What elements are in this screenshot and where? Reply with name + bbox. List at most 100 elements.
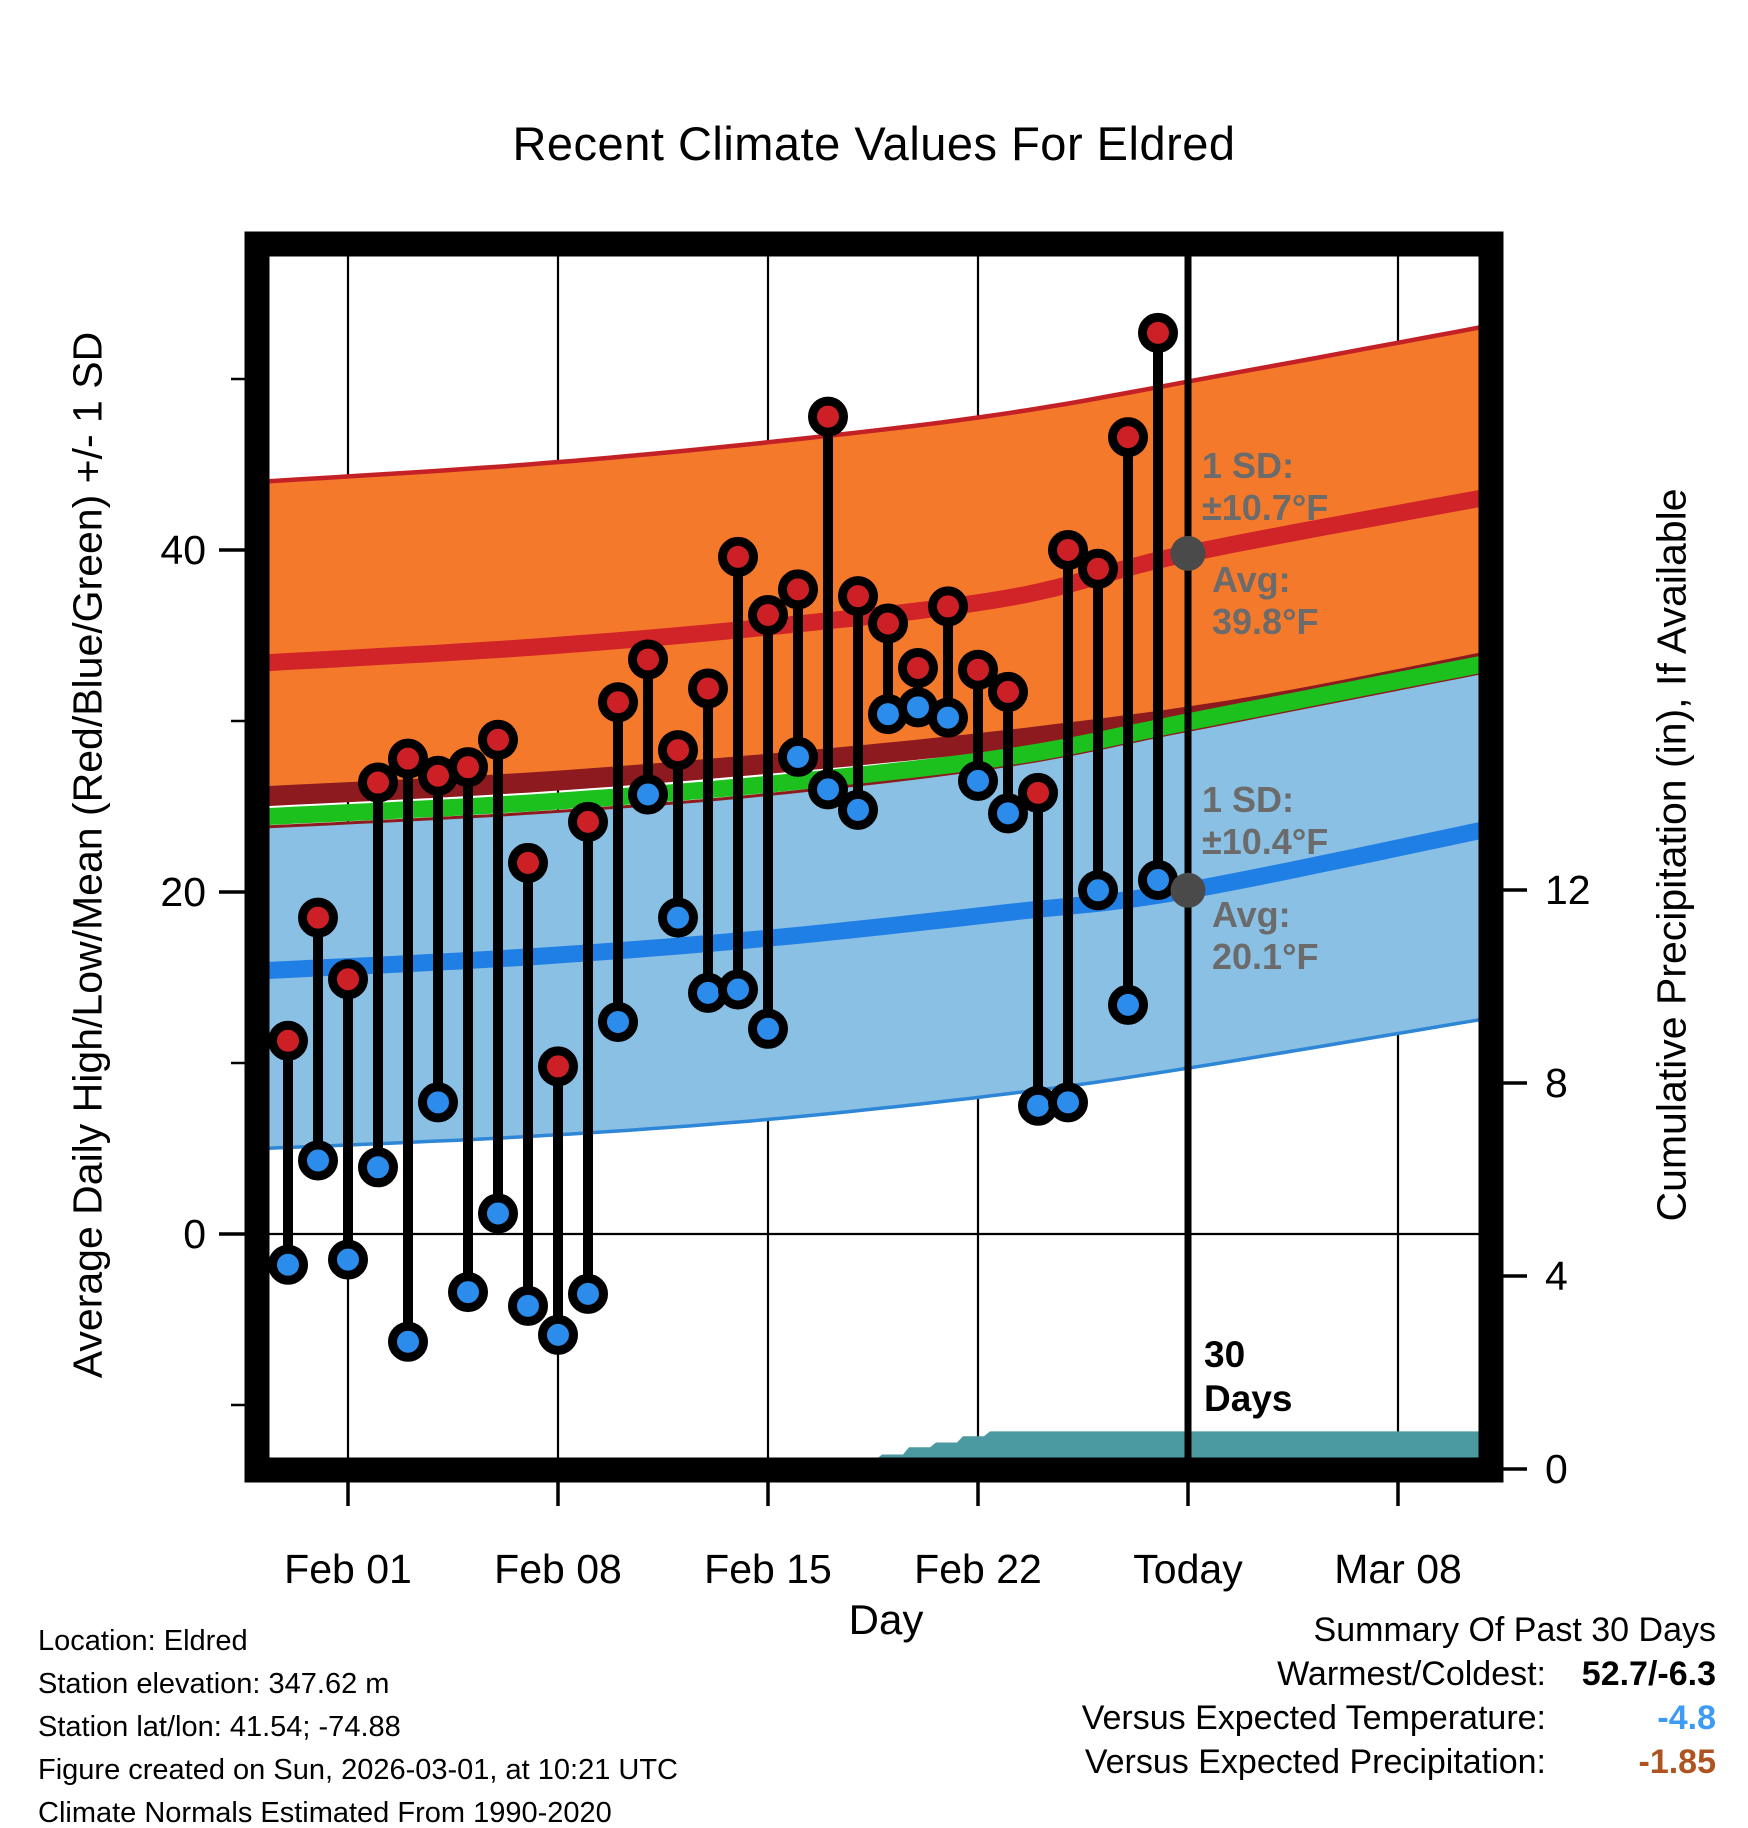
daily-low-dot — [1138, 860, 1178, 901]
daily-high-dot — [718, 536, 758, 577]
daily-low-dot — [598, 1001, 638, 1042]
daily-low-dot — [988, 793, 1028, 834]
daily-high-dot — [958, 649, 998, 690]
x-axis-tick-label: Today — [1133, 1546, 1243, 1592]
daily-low-dot — [508, 1285, 548, 1326]
daily-high-dot — [898, 647, 938, 688]
high-sd-value: ±10.7°F — [1202, 487, 1328, 528]
warmest-coldest-value: 52.7/-6.3 — [1581, 1655, 1716, 1693]
y-right-tick-label: 4 — [1545, 1253, 1568, 1299]
daily-low-dot — [448, 1272, 488, 1313]
cumulative-precip-area — [877, 1431, 1479, 1458]
summary-title-text: Summary Of Past 30 Days — [1313, 1611, 1716, 1649]
daily-high-dot — [748, 594, 788, 635]
daily-low-dot — [808, 769, 848, 810]
daily-high-dot — [808, 396, 848, 437]
daily-high-dot — [988, 671, 1028, 712]
x-axis-tick-label: Mar 08 — [1334, 1546, 1462, 1592]
daily-low-dot — [358, 1147, 398, 1188]
x-axis-tick-label: Feb 15 — [704, 1546, 832, 1592]
y-right-tick-label: 8 — [1545, 1060, 1568, 1106]
daily-low-dot — [658, 897, 698, 938]
daily-low-dot — [328, 1239, 368, 1280]
station-info: Location: Eldred Station elevation: 347.… — [38, 1620, 678, 1828]
daily-high-dot — [1018, 772, 1058, 813]
daily-high-dot — [298, 897, 338, 938]
daily-dots — [268, 312, 1178, 1362]
daily-high-dot — [1078, 548, 1118, 589]
daily-low-dot — [958, 760, 998, 801]
daily-low-dot — [1048, 1082, 1088, 1123]
summary-title: Summary Of Past 30 Days — [1082, 1608, 1716, 1652]
daily-high-dot — [928, 586, 968, 627]
warmest-coldest-label: Warmest/Coldest: — [1277, 1655, 1546, 1693]
figure-created-timestamp: Figure created on Sun, 2026-03-01, at 10… — [38, 1754, 678, 1786]
y-left-tick-label: 40 — [160, 527, 206, 573]
daily-high-dot — [388, 738, 428, 779]
summary-row-vs-precipitation: Versus Expected Precipitation: -1.85 — [1082, 1740, 1716, 1784]
low-avg-label: Avg: — [1212, 894, 1291, 935]
period-label-line2: Days — [1204, 1378, 1292, 1419]
high-band-upper-edge — [269, 325, 1479, 484]
daily-high-dot — [448, 747, 488, 788]
high-band — [269, 327, 1479, 796]
vs-temperature-label: Versus Expected Temperature: — [1081, 1699, 1546, 1737]
daily-high-dot — [778, 569, 818, 610]
daily-low-dot — [838, 789, 878, 830]
daily-stems — [283, 332, 1163, 1342]
daily-low-dot — [478, 1193, 518, 1234]
daily-low-dot — [538, 1314, 578, 1355]
x-axis-label: Day — [848, 1596, 924, 1643]
x-axis-tick-label: Feb 01 — [284, 1546, 412, 1592]
daily-low-dot — [268, 1244, 308, 1285]
today-avg-low-marker — [1170, 872, 1206, 908]
y-left-tick-label: 0 — [183, 1211, 206, 1257]
daily-low-dot — [628, 774, 668, 815]
y-right-tick-label: 0 — [1545, 1446, 1568, 1492]
daily-high-dot — [478, 719, 518, 760]
daily-low-dot — [1108, 984, 1148, 1025]
climate-normals-note: Climate Normals Estimated From 1990-2020 — [38, 1797, 612, 1828]
station-latlon: Station lat/lon: 41.54; -74.88 — [38, 1711, 401, 1743]
high-avg-value: 39.8°F — [1212, 601, 1318, 642]
daily-high-dot — [568, 801, 608, 842]
summary-block: Summary Of Past 30 Days Warmest/Coldest:… — [1082, 1608, 1716, 1784]
daily-high-dot — [328, 959, 368, 1000]
daily-high-dot — [868, 603, 908, 644]
high-avg-label: Avg: — [1212, 559, 1291, 600]
daily-low-dot — [778, 736, 818, 777]
summary-row-warmest-coldest: Warmest/Coldest: 52.7/-6.3 — [1082, 1652, 1716, 1696]
daily-low-dot — [418, 1082, 458, 1123]
daily-high-dot — [1138, 312, 1178, 353]
cumulative-precip — [877, 1431, 1479, 1458]
daily-high-dot — [838, 576, 878, 617]
daily-low-dot — [298, 1140, 338, 1181]
today-avg-high-marker — [1170, 535, 1206, 571]
high-sd-label: 1 SD: — [1202, 445, 1294, 486]
daily-low-dot — [748, 1008, 788, 1049]
avg-low-normal-line — [269, 822, 1479, 979]
daily-low-dot — [718, 969, 758, 1010]
daily-high-dot — [508, 842, 548, 883]
daily-low-dot — [388, 1321, 428, 1362]
mean-normal-line — [269, 656, 1479, 826]
summary-row-vs-temperature: Versus Expected Temperature: -4.8 — [1082, 1696, 1716, 1740]
low-band-lower-edge — [269, 1018, 1479, 1151]
daily-low-dot — [568, 1273, 608, 1314]
vs-precipitation-label: Versus Expected Precipitation: — [1084, 1743, 1546, 1781]
low-sd-value: ±10.4°F — [1202, 821, 1328, 862]
station-elevation: Station elevation: 347.62 m — [38, 1668, 390, 1700]
climatology-bands — [269, 325, 1479, 1151]
daily-high-dot — [598, 682, 638, 723]
y-right-tick-label: 12 — [1545, 867, 1591, 913]
low-avg-value: 20.1°F — [1212, 936, 1318, 977]
period-label-line1: 30 — [1204, 1334, 1245, 1375]
vs-temperature-value: -4.8 — [1657, 1699, 1716, 1737]
x-axis-tick-label: Feb 22 — [914, 1546, 1042, 1592]
daily-high-dot — [538, 1046, 578, 1087]
daily-high-dot — [688, 668, 728, 709]
chart-title: Recent Climate Values For Eldred — [512, 117, 1236, 170]
